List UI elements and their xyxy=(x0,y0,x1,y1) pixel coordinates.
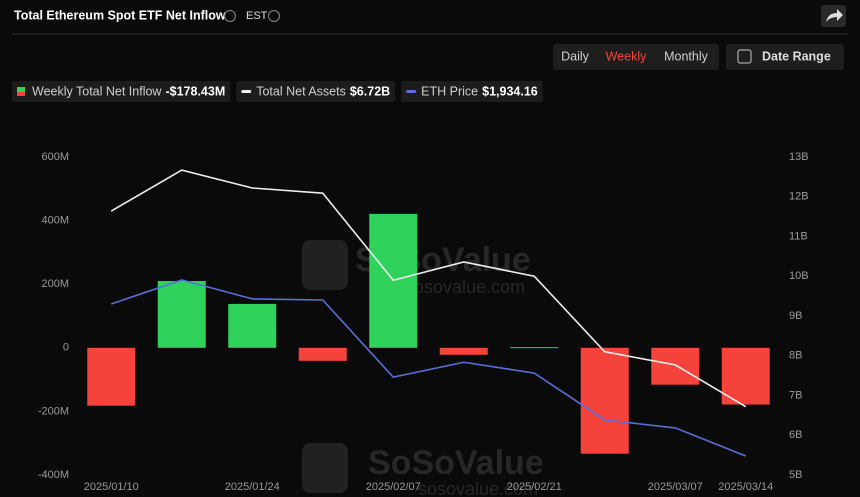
y-tick-label: 200M xyxy=(41,278,69,290)
date-range-label: Date Range xyxy=(762,49,831,63)
y2-tick-label: 5B xyxy=(789,469,802,481)
tab[interactable]: Weekly xyxy=(606,49,648,63)
y2-tick-label: 7B xyxy=(789,389,802,401)
legend-chip xyxy=(401,81,543,102)
watermark-site: sosovalue.com xyxy=(405,277,525,297)
bar xyxy=(580,347,629,454)
y2-tick-label: 12B xyxy=(789,191,809,203)
legend-value: $1,934.16 xyxy=(482,84,538,98)
line xyxy=(110,279,747,457)
bar xyxy=(651,347,700,385)
bar xyxy=(510,347,559,349)
tab[interactable]: Monthly xyxy=(664,49,709,63)
watermark: SoSoValue sosovalue.com SoSoValue sosova… xyxy=(302,240,544,497)
x-tick-label: 2025/01/24 xyxy=(225,481,280,493)
y-tick-label: 600M xyxy=(41,151,69,163)
legend-value: $6.72B xyxy=(350,84,390,98)
legend-chip xyxy=(236,81,396,102)
x-tick-label: 2025/03/07 xyxy=(648,481,703,493)
legend-name: ETH Price xyxy=(421,84,478,98)
legend-swatch xyxy=(406,90,417,93)
timezone: EST xyxy=(246,10,268,22)
bar xyxy=(298,347,347,361)
legend-name: Weekly Total Net Inflow xyxy=(32,84,162,98)
bar xyxy=(87,347,136,406)
y2-tick-label: 11B xyxy=(789,230,808,242)
y2-tick-label: 10B xyxy=(789,270,809,282)
date-range-button[interactable] xyxy=(726,44,844,70)
line xyxy=(110,169,747,408)
legend-item: Weekly Total Net Inflow -$178.43M xyxy=(12,81,231,102)
y-tick-label: -400M xyxy=(38,469,69,481)
legend-item: Total Net Assets $6.72B xyxy=(236,81,396,102)
legend-value: -$178.43M xyxy=(165,84,225,98)
y2-tick-label: 6B xyxy=(789,429,802,441)
legend-swatch xyxy=(17,92,25,96)
watermark-site: sosovalue.com xyxy=(418,479,538,497)
tab[interactable]: Daily xyxy=(561,49,590,63)
info-icon[interactable] xyxy=(224,10,236,22)
legend-chip xyxy=(12,81,231,102)
y2-tick-label: 9B xyxy=(789,310,802,322)
bar xyxy=(157,281,206,348)
x-tick-label: 2025/03/14 xyxy=(718,481,773,493)
legend-item: ETH Price $1,934.16 xyxy=(401,81,543,102)
info-icon[interactable] xyxy=(268,10,280,22)
bar xyxy=(228,303,277,348)
tab-group xyxy=(553,44,719,70)
legend-swatch xyxy=(241,90,252,93)
watermark-logo xyxy=(302,240,348,290)
bar xyxy=(721,347,770,405)
calendar-icon xyxy=(737,49,752,64)
legend-name: Total Net Assets xyxy=(256,84,346,98)
y-tick-label: -200M xyxy=(38,405,69,417)
x-tick-label: 2025/01/10 xyxy=(84,481,139,493)
x-tick-label: 2025/02/07 xyxy=(366,481,421,493)
y-tick-label: 400M xyxy=(41,215,69,227)
watermark-brand: SoSoValue xyxy=(368,444,544,482)
title: Total Ethereum Spot ETF Net Inflow xyxy=(14,8,226,22)
bar xyxy=(439,347,488,355)
y-tick-label: 0 xyxy=(63,342,69,354)
x-tick-label: 2025/02/21 xyxy=(507,481,562,493)
y2-tick-label: 8B xyxy=(789,350,802,362)
watermark-logo xyxy=(302,443,348,493)
y2-tick-label: 13B xyxy=(789,151,809,163)
share-icon xyxy=(826,9,843,22)
legend-swatch xyxy=(17,87,25,92)
